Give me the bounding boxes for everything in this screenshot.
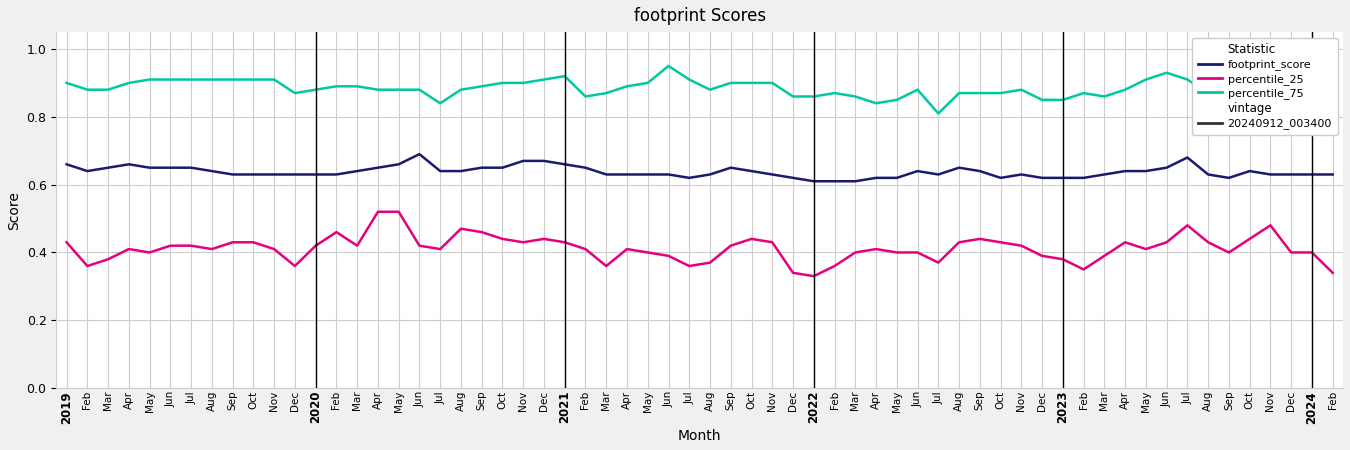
footprint_score <box>868 175 884 180</box>
Title: footprint Scores: footprint Scores <box>633 7 765 25</box>
percentile_75 <box>702 87 718 92</box>
footprint_score <box>702 172 718 177</box>
percentile_25 <box>806 274 822 279</box>
footprint_score <box>58 162 74 167</box>
percentile_25 <box>308 243 324 248</box>
footprint_score <box>1324 172 1341 177</box>
footprint_score <box>1200 172 1216 177</box>
percentile_25 <box>1200 239 1216 245</box>
percentile_25 <box>702 260 718 265</box>
percentile_75 <box>308 87 324 92</box>
percentile_25 <box>1324 270 1341 275</box>
footprint_score <box>412 152 428 157</box>
Line: footprint_score: footprint_score <box>66 154 1332 181</box>
percentile_75 <box>660 63 676 69</box>
percentile_25 <box>58 239 74 245</box>
Legend: Statistic, footprint_score, percentile_25, percentile_75, vintage, 20240912_0034: Statistic, footprint_score, percentile_2… <box>1192 38 1338 135</box>
footprint_score <box>308 172 324 177</box>
percentile_75 <box>930 111 946 116</box>
percentile_75 <box>1200 90 1216 96</box>
percentile_25 <box>412 243 428 248</box>
Line: percentile_75: percentile_75 <box>66 66 1332 113</box>
percentile_75 <box>390 87 406 92</box>
percentile_25 <box>868 246 884 252</box>
percentile_75 <box>162 77 178 82</box>
Line: percentile_25: percentile_25 <box>66 212 1332 276</box>
footprint_score <box>390 162 406 167</box>
Y-axis label: Score: Score <box>7 191 22 230</box>
X-axis label: Month: Month <box>678 429 721 443</box>
percentile_75 <box>58 80 74 86</box>
percentile_25 <box>370 209 386 215</box>
percentile_75 <box>1324 90 1341 96</box>
percentile_25 <box>162 243 178 248</box>
footprint_score <box>806 179 822 184</box>
footprint_score <box>162 165 178 171</box>
percentile_75 <box>848 94 864 99</box>
